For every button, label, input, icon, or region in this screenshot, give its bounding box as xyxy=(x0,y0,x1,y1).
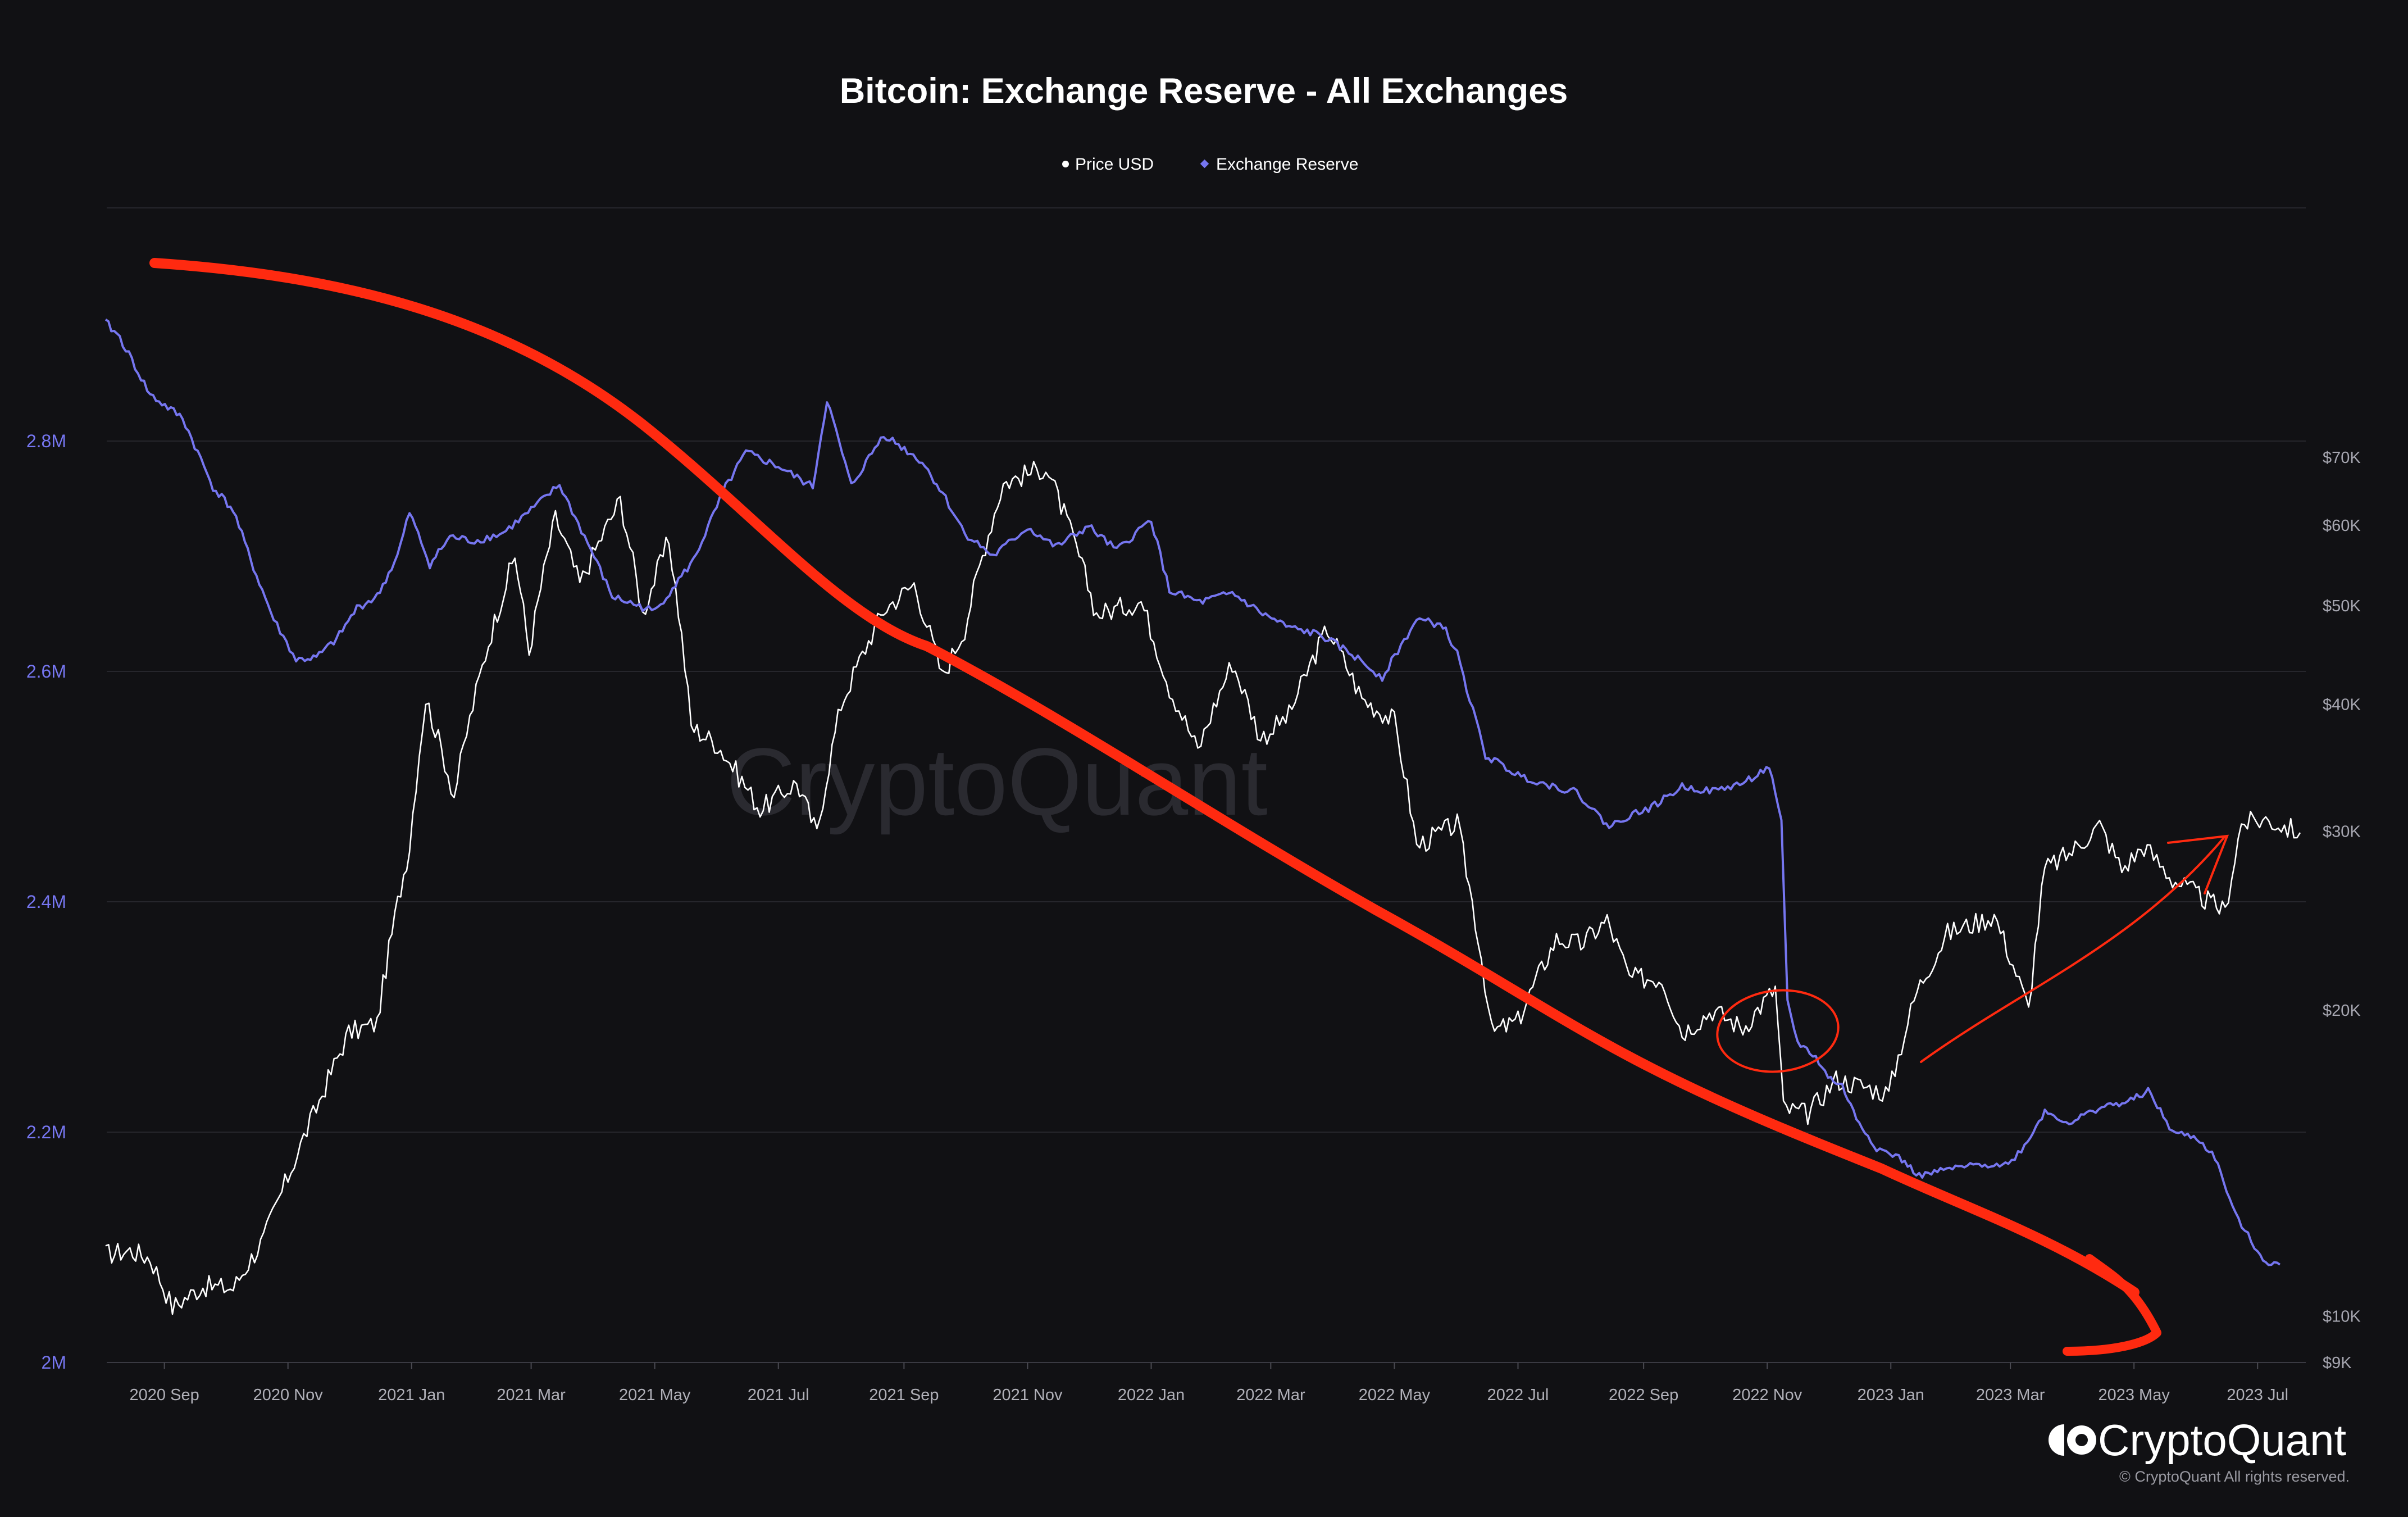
legend-price-label[interactable]: Price USD xyxy=(1075,155,1154,174)
y-right-tick-label: $20K xyxy=(2323,1002,2361,1020)
x-tick-label: 2021 May xyxy=(619,1386,691,1404)
y-right-tick-label: $50K xyxy=(2323,597,2361,615)
legend-reserve-label[interactable]: Exchange Reserve xyxy=(1216,155,1358,174)
y-left-tick-label: 2.6M xyxy=(26,661,66,682)
y-right-tick-label: $9K xyxy=(2323,1354,2352,1372)
exchange-reserve-line xyxy=(104,319,2281,1266)
highlight-circle xyxy=(1716,989,1840,1073)
x-tick-label: 2020 Sep xyxy=(130,1386,199,1404)
gridlines xyxy=(107,207,2306,1363)
x-tick-label: 2021 Nov xyxy=(993,1386,1063,1404)
x-tick-label: 2022 Jul xyxy=(1487,1386,1549,1404)
x-tick-label: 2021 Sep xyxy=(869,1386,939,1404)
brand-logo: CryptoQuant xyxy=(2049,1415,2347,1465)
x-tick-label: 2021 Mar xyxy=(497,1386,566,1404)
x-tick-label: 2023 Jul xyxy=(2227,1386,2288,1404)
x-tick-label: 2023 Mar xyxy=(1976,1386,2045,1404)
y-left-tick-label: 2M xyxy=(42,1352,66,1373)
x-tick-label: 2022 Jan xyxy=(1118,1386,1185,1404)
y-left-tick-label: 2.2M xyxy=(26,1122,66,1142)
price-usd-line xyxy=(105,461,2301,1315)
brand-name: CryptoQuant xyxy=(2098,1415,2347,1465)
y-right-tick-label: $30K xyxy=(2323,823,2361,841)
x-tick-label: 2021 Jan xyxy=(378,1386,445,1404)
y-right-tick-label: $60K xyxy=(2323,517,2361,535)
x-axis: 2020 Sep 2020 Nov 2021 Jan 2021 Mar 2021 May… xyxy=(130,1362,2288,1404)
x-tick-label: 2023 May xyxy=(2098,1386,2170,1404)
y-left-tick-label: 2.4M xyxy=(26,892,66,912)
x-tick-label: 2022 Sep xyxy=(1609,1386,1678,1404)
brand-logo-icon-hole xyxy=(2075,1434,2088,1446)
y-right-tick-label: $10K xyxy=(2323,1307,2361,1325)
x-tick-label: 2022 May xyxy=(1359,1386,1431,1404)
chart-title: Bitcoin: Exchange Reserve - All Exchange… xyxy=(840,71,1568,111)
uptrend-arrowhead xyxy=(2167,834,2229,894)
copyright: © CryptoQuant All rights reserved. xyxy=(2119,1468,2350,1485)
annotations xyxy=(149,258,2229,1356)
y-right-tick-label: $70K xyxy=(2323,449,2361,467)
downtrend-arrow xyxy=(149,258,2140,1297)
x-tick-label: 2022 Mar xyxy=(1236,1386,1305,1404)
y-right-axis: $9K $10K $20K $30K $40K $50K $60K $70K xyxy=(2323,449,2361,1372)
x-tick-label: 2021 Jul xyxy=(748,1386,809,1404)
y-left-tick-label: 2.8M xyxy=(26,431,66,451)
y-right-tick-label: $40K xyxy=(2323,696,2361,714)
uptrend-arrow xyxy=(1920,836,2225,1063)
x-tick-label: 2022 Nov xyxy=(1732,1386,1802,1404)
y-left-axis: 2M 2.2M 2.4M 2.6M 2.8M xyxy=(26,431,66,1373)
brand-logo-icon xyxy=(2049,1424,2064,1456)
watermark: CryptoQuant xyxy=(726,729,1268,835)
x-tick-label: 2023 Jan xyxy=(1858,1386,1924,1404)
x-tick-label: 2020 Nov xyxy=(253,1386,324,1404)
downtrend-arrowhead xyxy=(2063,1254,2161,1356)
legend-price-marker xyxy=(1062,161,1069,167)
legend[interactable]: Price USD Exchange Reserve xyxy=(1062,155,1358,174)
